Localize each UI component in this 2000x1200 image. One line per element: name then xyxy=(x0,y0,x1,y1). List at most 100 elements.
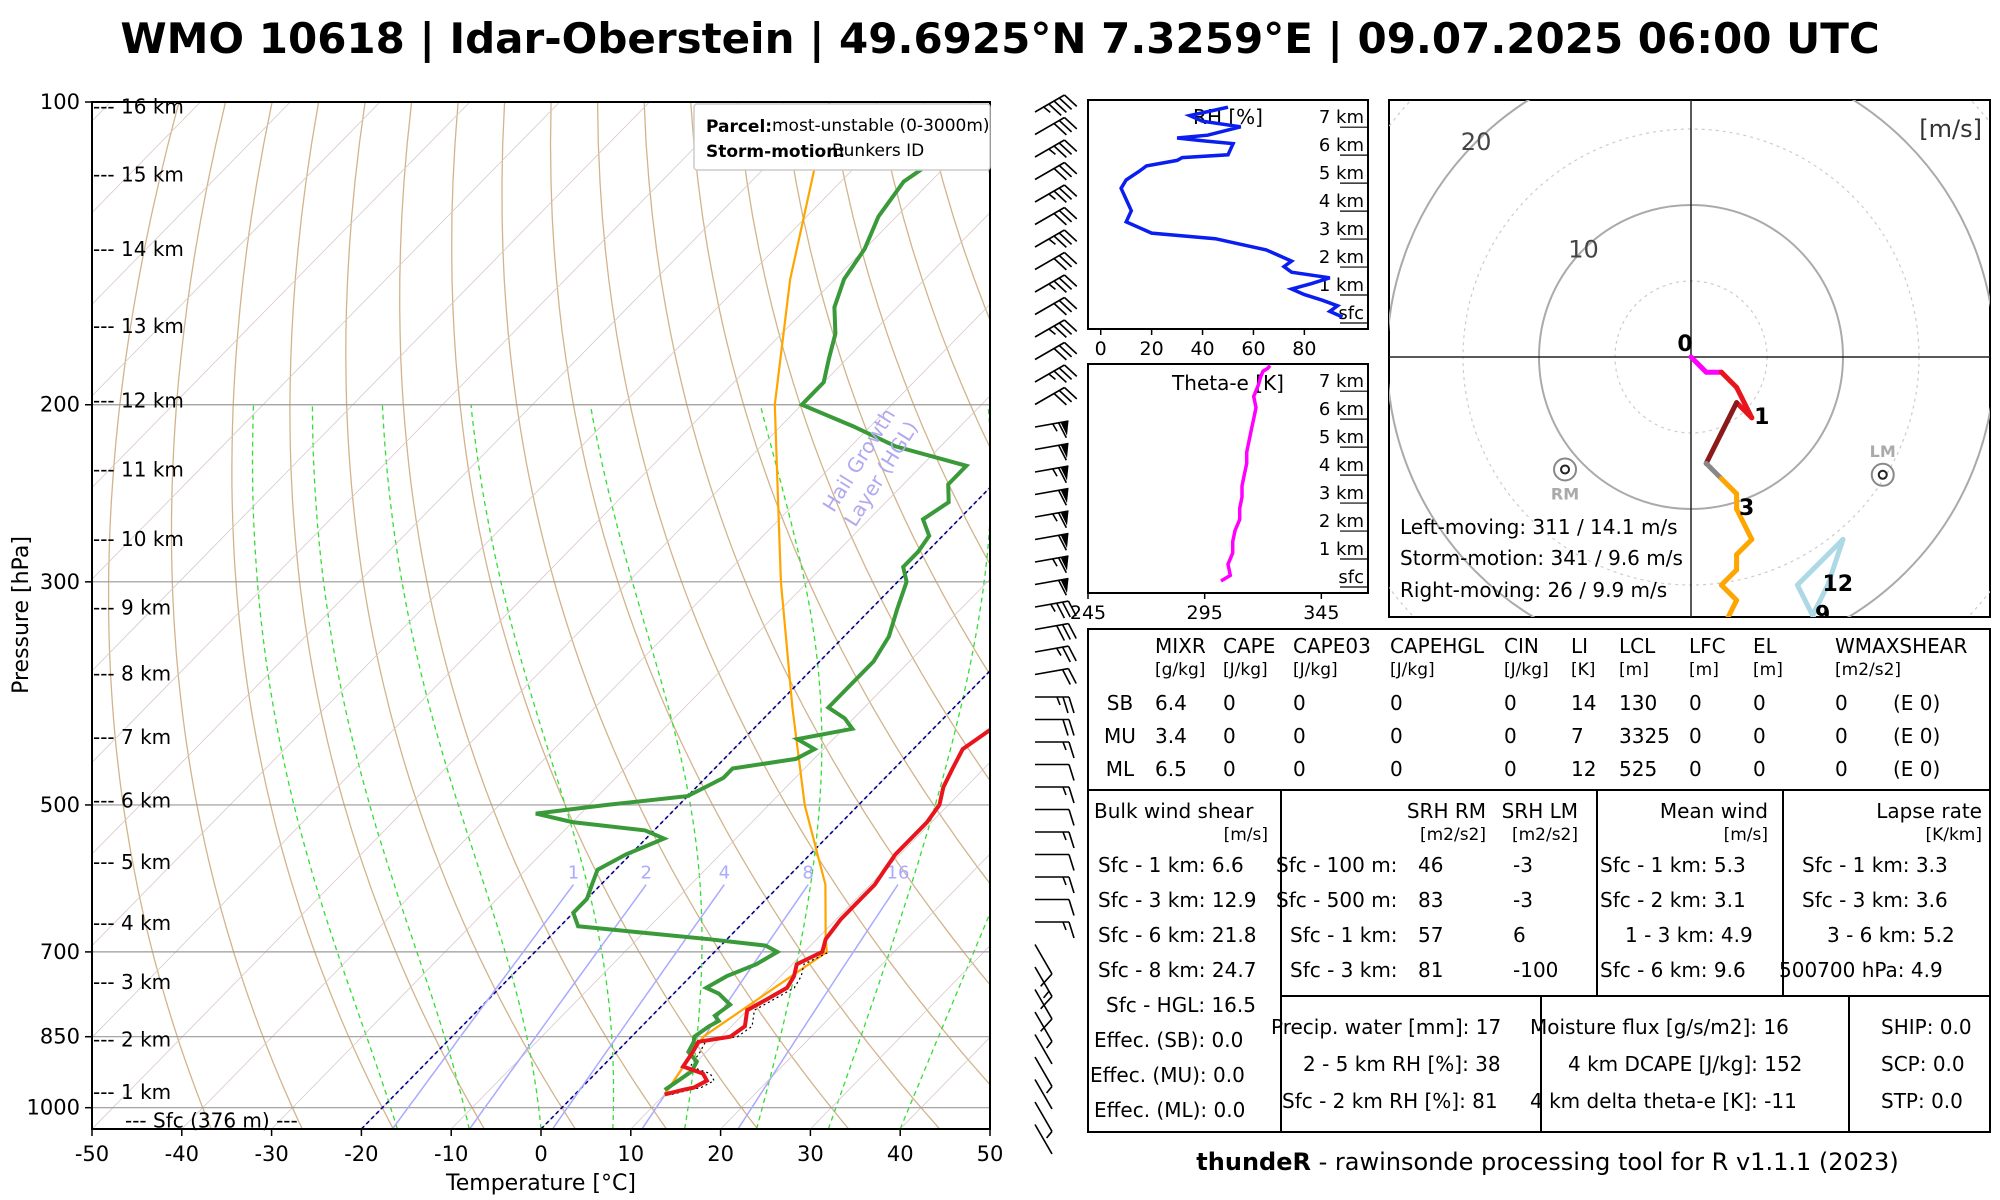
hodograph-segment xyxy=(1734,536,1755,558)
parcel-table-cell: 0 xyxy=(1293,757,1306,781)
legend-parcel-value: most-unstable (0-3000m) xyxy=(772,116,990,136)
hodograph-segment xyxy=(1718,476,1740,497)
parcel-table-cell: 0 xyxy=(1689,724,1702,748)
hodograph-line-left-moving: Left-moving: 311 / 14.1 m/s xyxy=(1400,515,1678,539)
wind-barb xyxy=(1034,577,1069,596)
parcel-table-frame xyxy=(1087,628,1991,791)
isotherm xyxy=(92,102,740,764)
srh-row-rm: 57 xyxy=(1418,923,1443,947)
parcel-table-header: CAPEHGL xyxy=(1390,634,1485,658)
parcel-table-unit: [m] xyxy=(1753,660,1783,680)
mean-wind-row: Sfc - 1 km: 5.3 xyxy=(1600,853,1746,877)
parcel-table-cell: 0 xyxy=(1293,691,1306,715)
wind-barb xyxy=(1034,1011,1053,1049)
footer-tool-name: thundeR xyxy=(1196,1148,1311,1176)
hodograph-height-label: 1 xyxy=(1754,405,1769,430)
wind-barb xyxy=(1034,420,1069,439)
dry-adiabat xyxy=(549,102,941,1129)
x-tick-label: -30 xyxy=(254,1142,288,1166)
wind-barb xyxy=(1035,853,1075,871)
flux-row: 4 km delta theta-e [K]: -11 xyxy=(1530,1089,1797,1113)
moist-adiabat xyxy=(827,404,990,1129)
parcel-table-cell: 0 xyxy=(1835,691,1848,715)
parcel-table-header: CIN xyxy=(1504,634,1539,658)
isotherm xyxy=(630,761,990,1129)
skewt-frame xyxy=(91,101,991,1130)
wind-barb xyxy=(1035,876,1075,894)
mean-wind-row: Sfc - 2 km: 3.1 xyxy=(1600,888,1746,912)
wind-barb xyxy=(1034,116,1078,136)
skewt-chart: 1 2 4 8 16 -50 -40 -30 -20 -10 0 10 20 30 40 50 100 200 3… xyxy=(9,90,1003,1196)
x-tick-label: -10 xyxy=(434,1142,468,1166)
parameter-tables: MIXR[g/kg]CAPE[J/kg]CAPE03[J/kg]CAPEHGL[… xyxy=(1087,628,1991,1133)
isotherm xyxy=(92,102,830,855)
wind-barb xyxy=(1034,989,1053,1032)
hodograph-height-label: 12 xyxy=(1822,572,1853,597)
parcel-table-cell: 0 xyxy=(1223,757,1236,781)
y-tick-label: 200 xyxy=(40,393,80,417)
srh-head-lm: SRH LM xyxy=(1502,799,1578,823)
wind-barb xyxy=(1034,966,1053,1010)
isotherm xyxy=(92,102,471,489)
dry-adiabat xyxy=(501,102,850,1129)
isotherm xyxy=(92,102,920,947)
panel-x-tick-label: 40 xyxy=(1190,338,1214,360)
hodograph-segment xyxy=(1734,400,1755,421)
parcel-table-header: CAPE xyxy=(1223,634,1275,658)
dry-adiabat xyxy=(107,102,212,1129)
parcel-table-cell: 0 xyxy=(1689,757,1702,781)
height-label: --- 15 km xyxy=(93,162,184,186)
wind-barb xyxy=(1034,944,1053,987)
wind-barb xyxy=(1034,1056,1053,1094)
srh-row-rm: 81 xyxy=(1418,958,1443,982)
parcel-table-cell: (E 0) xyxy=(1893,691,1940,715)
storm-motion-marker xyxy=(1553,457,1578,482)
bulk-shear-row: Sfc - 1 km: 6.6 xyxy=(1098,853,1244,877)
moisture-row: 2 - 5 km RH [%]: 38 xyxy=(1303,1052,1501,1076)
wind-barb xyxy=(1034,386,1078,406)
x-tick-label: 0 xyxy=(534,1142,547,1166)
isotherm xyxy=(92,102,381,397)
panel-level-label: 5 km xyxy=(1319,427,1364,448)
dry-adiabat xyxy=(451,102,759,1129)
flux-row: 4 km DCAPE [J/kg]: 152 xyxy=(1568,1052,1802,1076)
parcel-table-cell: 0 xyxy=(1223,724,1236,748)
y-tick-label: 850 xyxy=(40,1025,80,1049)
parcel-table-cell: 0 xyxy=(1390,757,1403,781)
height-label: --- 5 km xyxy=(93,850,171,874)
wind-barb xyxy=(1035,763,1075,781)
parcel-table-cell: 0 xyxy=(1689,691,1702,715)
dry-adiabat xyxy=(643,102,990,986)
hodograph-ring-label: 30 xyxy=(1353,21,1384,49)
x-tick-label: -40 xyxy=(165,1142,199,1166)
mixing-ratio-line xyxy=(391,884,575,1129)
storm-motion-marker-dot xyxy=(1877,469,1888,480)
wind-barb xyxy=(1034,442,1069,461)
wind-barb xyxy=(1035,741,1075,759)
storm-motion-label: RM xyxy=(1551,484,1579,503)
wind-barb xyxy=(1035,831,1075,849)
height-label: --- 2 km xyxy=(93,1027,171,1051)
y-tick-label: 500 xyxy=(40,793,80,817)
moist-adiabat xyxy=(470,404,615,1129)
height-label: --- 7 km xyxy=(93,725,171,749)
parcel-table-cell: 0 xyxy=(1504,724,1517,748)
srh-row-label: Sfc - 1 km: xyxy=(1290,923,1398,947)
hodograph-segment xyxy=(1718,582,1740,603)
isotherm xyxy=(271,395,990,1129)
y-tick-label: 300 xyxy=(40,570,80,594)
panel-level-label: 6 km xyxy=(1319,135,1364,156)
parcel-table-unit: [J/kg] xyxy=(1293,660,1338,680)
panel-x-tick-label: 0 xyxy=(1095,338,1107,360)
parcel-table-cell: 14 xyxy=(1571,691,1596,715)
parcel-table-cell: 0 xyxy=(1753,757,1766,781)
parcel-table-cell: 6.5 xyxy=(1155,757,1187,781)
wind-barb xyxy=(1034,487,1069,506)
storm-motion-marker xyxy=(1870,462,1895,487)
parcel-table-unit: [K] xyxy=(1571,660,1595,680)
wind-barb xyxy=(1034,274,1078,293)
parcel-table-cell: 0 xyxy=(1835,757,1848,781)
legend-storm-value: Bunkers ID xyxy=(832,141,924,161)
hgl-isotherm xyxy=(540,669,990,1129)
